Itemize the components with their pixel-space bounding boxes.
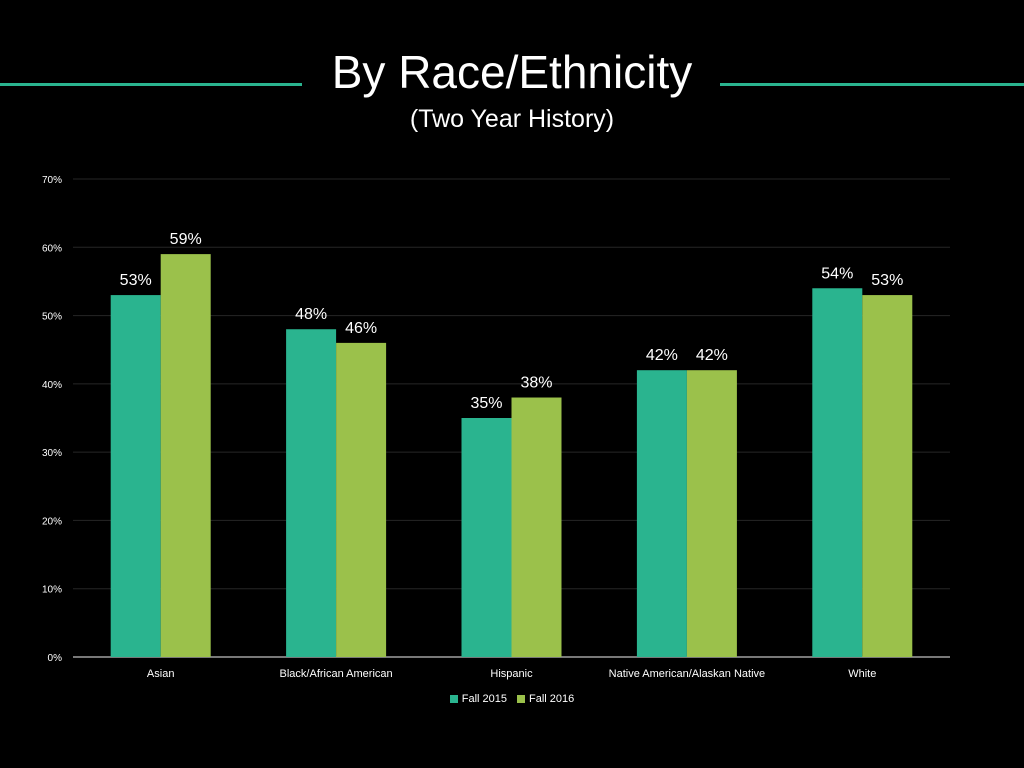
y-tick-label: 0% — [48, 653, 63, 664]
bar — [336, 342, 387, 657]
bar — [110, 295, 161, 657]
x-tick-label: Asian — [147, 668, 175, 680]
data-label: 38% — [520, 375, 552, 392]
data-label: 42% — [696, 347, 728, 364]
data-label: 59% — [170, 231, 202, 248]
bar — [511, 397, 562, 657]
y-tick-label: 20% — [42, 516, 62, 527]
x-tick-label: Native American/Alaskan Native — [609, 668, 766, 680]
legend-label-fall-2016: Fall 2016 — [529, 693, 575, 705]
legend-label-fall-2015: Fall 2015 — [461, 693, 507, 705]
data-label: 53% — [871, 272, 903, 289]
title-rule-left — [0, 83, 302, 86]
legend-item-fall-2015: Fall 2015 — [449, 693, 507, 705]
title-rule-right — [720, 83, 1024, 86]
legend-swatch-fall-2016 — [517, 695, 525, 703]
bar — [812, 288, 863, 657]
y-tick-label: 40% — [42, 380, 62, 391]
data-label: 48% — [295, 306, 327, 323]
x-tick-label: Black/African American — [280, 668, 393, 680]
data-label: 54% — [821, 265, 853, 282]
y-tick-label: 70% — [42, 175, 62, 186]
x-tick-label: White — [848, 668, 876, 680]
y-tick-label: 60% — [42, 243, 62, 254]
bar — [461, 418, 512, 657]
slide-subtitle: (Two Year History) — [409, 105, 615, 133]
legend-swatch-fall-2015 — [449, 695, 458, 703]
data-label: 35% — [470, 395, 502, 412]
y-tick-label: 50% — [42, 312, 62, 323]
bar — [686, 370, 737, 657]
legend-item-fall-2016: Fall 2016 — [517, 693, 574, 705]
y-tick-label: 30% — [42, 448, 62, 459]
y-tick-label: 10% — [42, 585, 62, 596]
bar — [286, 329, 337, 657]
bar — [160, 254, 211, 657]
data-label: 46% — [345, 320, 377, 337]
bar — [862, 295, 913, 657]
x-tick-label: Hispanic — [490, 668, 533, 680]
data-label: 53% — [120, 272, 152, 289]
chart-legend: Fall 2015 Fall 2016 — [0, 693, 1024, 705]
bar — [636, 370, 687, 657]
data-label: 42% — [646, 347, 678, 364]
slide-title: By Race/Ethnicity — [331, 46, 693, 98]
